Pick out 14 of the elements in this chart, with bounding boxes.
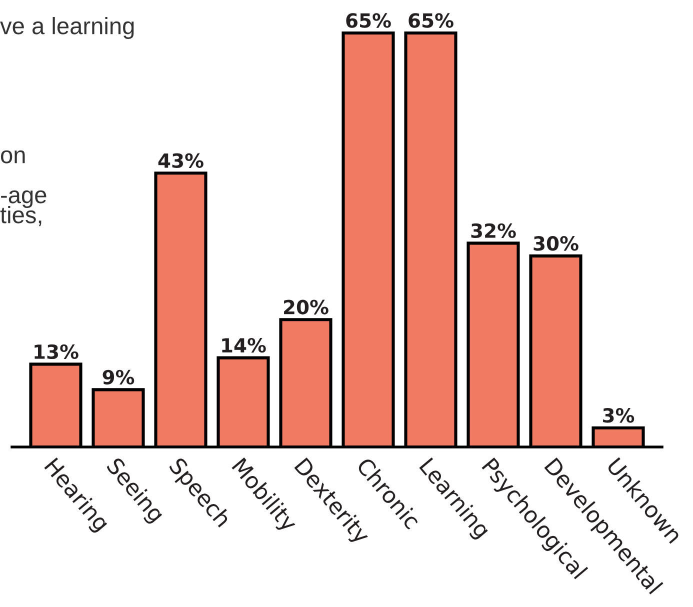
annotation: ties, bbox=[0, 206, 42, 226]
data-label: 20% bbox=[284, 300, 328, 314]
data-label: 13% bbox=[34, 344, 78, 360]
data-label: 65% bbox=[346, 13, 391, 28]
annotation: -age bbox=[1, 190, 46, 208]
data-label: 32% bbox=[471, 223, 516, 238]
data-label: 65% bbox=[408, 13, 454, 28]
data-label: 30% bbox=[534, 236, 578, 251]
data-label: 43% bbox=[158, 153, 204, 168]
data-label: 3% bbox=[603, 408, 634, 423]
data-label: 9% bbox=[102, 370, 134, 385]
annotation: ve a learning bbox=[0, 16, 134, 40]
data-label: 14% bbox=[222, 338, 266, 353]
annotation: on bbox=[0, 150, 25, 164]
